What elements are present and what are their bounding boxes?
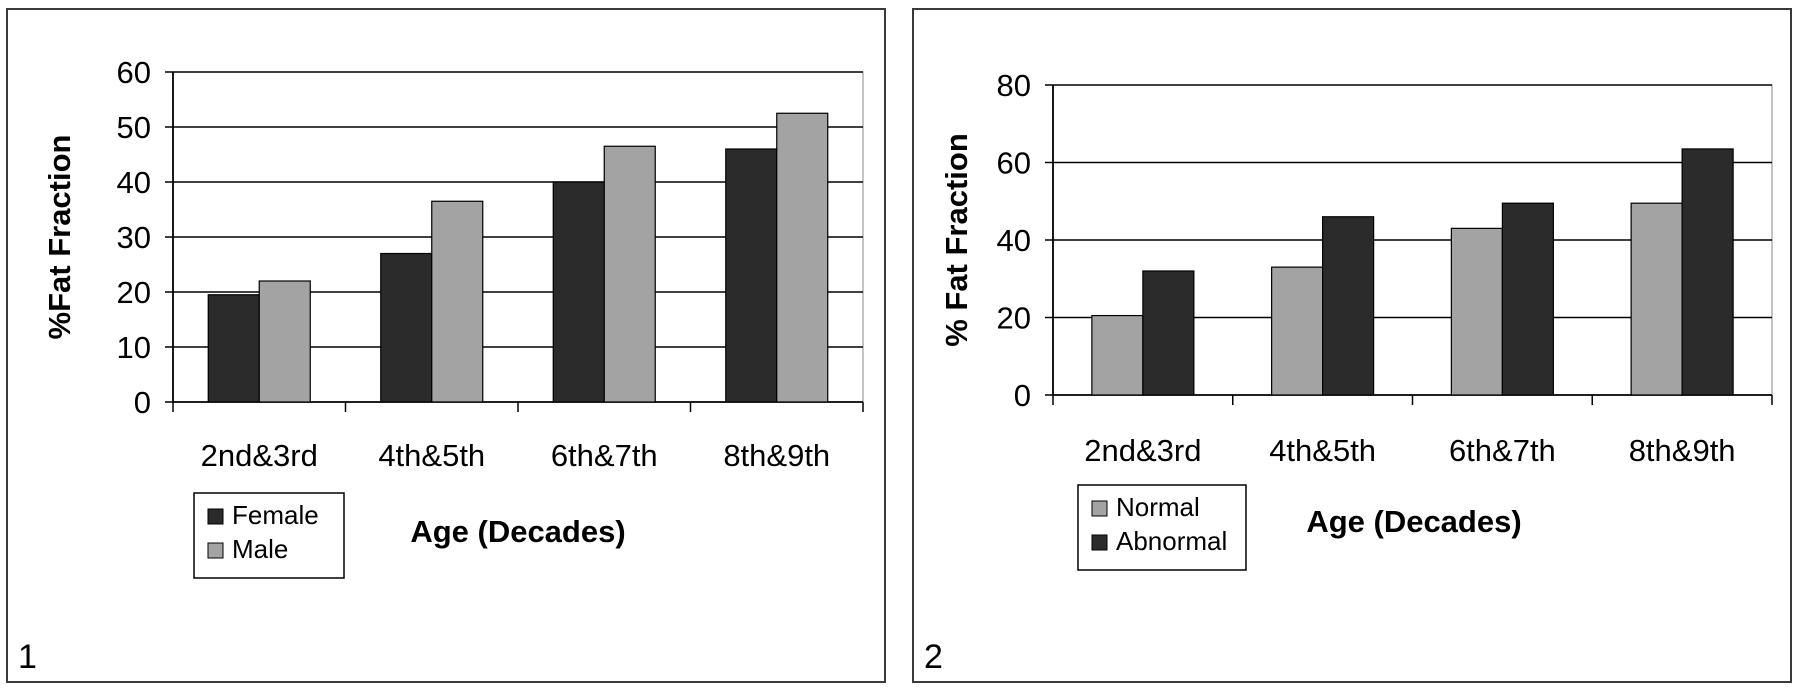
- bar-female-3: [552, 181, 605, 403]
- chart-1-svg: 0 10 20 30 40 50 60 2nd&3rd 4th&5th 6th&7th 8th&9t…: [42, 55, 864, 579]
- bar-normal-2: [1271, 266, 1324, 396]
- bar-normal-3: [1450, 227, 1503, 396]
- legend-label-female: Female: [232, 500, 319, 530]
- legend: Female Male: [193, 492, 345, 579]
- y-tick-label: 40: [997, 223, 1031, 258]
- chart-panel-1: 0 10 20 30 40 50 60 2nd&3rd 4th&5th 6th&7th 8th&9t…: [6, 8, 886, 683]
- y-tick-label: 40: [117, 165, 151, 200]
- x-category-label: 2nd&3rd: [1084, 433, 1201, 468]
- bar-male-2: [431, 200, 484, 403]
- x-category-label: 6th&7th: [551, 438, 658, 473]
- legend-label-normal: Normal: [1116, 492, 1200, 522]
- legend-swatch-female: [207, 508, 224, 525]
- panel-number-1: 1: [18, 638, 37, 676]
- x-category-label: 4th&5th: [1269, 433, 1376, 468]
- bar-female-1: [207, 294, 260, 403]
- legend-swatch-normal: [1091, 500, 1108, 517]
- bar-male-1: [258, 280, 311, 403]
- bar-abnormal-2: [1322, 216, 1375, 396]
- legend-box: [193, 492, 345, 579]
- x-category-label: 6th&7th: [1449, 433, 1556, 468]
- bar-abnormal-4: [1681, 148, 1734, 396]
- bar-male-4: [776, 112, 829, 403]
- legend-label-abnormal: Abnormal: [1116, 526, 1227, 556]
- y-tick-label: 0: [1014, 378, 1031, 413]
- x-category-label: 8th&9th: [723, 438, 830, 473]
- bar-abnormal-3: [1501, 202, 1554, 396]
- y-tick-label: 20: [997, 301, 1031, 336]
- x-category-label: 4th&5th: [378, 438, 485, 473]
- y-axis-title: %Fat Fraction: [42, 135, 77, 340]
- legend-label-male: Male: [232, 534, 288, 564]
- bar-female-4: [725, 148, 778, 403]
- bar-female-2: [380, 252, 433, 403]
- chart-2-svg: 0 20 40 60 80 2nd&3rd 4th&5th 6th&7th 8th&9th % F…: [939, 68, 1773, 571]
- bar-abnormal-1: [1142, 270, 1195, 396]
- legend: Normal Abnormal: [1077, 484, 1247, 571]
- y-tick-label: 0: [134, 385, 151, 420]
- y-tick-label: 60: [997, 146, 1031, 181]
- bar-normal-1: [1091, 314, 1144, 396]
- x-axis-title: Age (Decades): [1306, 504, 1521, 539]
- y-tick-label: 50: [117, 110, 151, 145]
- y-tick-label: 60: [117, 55, 151, 90]
- x-category-label: 8th&9th: [1629, 433, 1736, 468]
- bar-male-3: [603, 145, 656, 403]
- y-tick-label: 30: [117, 220, 151, 255]
- x-category-label: 2nd&3rd: [201, 438, 318, 473]
- legend-box: [1077, 484, 1247, 571]
- panel-number-2: 2: [924, 638, 943, 676]
- legend-swatch-abnormal: [1091, 534, 1108, 551]
- y-tick-label: 10: [117, 330, 151, 365]
- y-tick-label: 20: [117, 275, 151, 310]
- y-axis-title: % Fat Fraction: [939, 133, 974, 347]
- x-axis-title: Age (Decades): [410, 514, 625, 549]
- bar-normal-4: [1630, 202, 1683, 396]
- legend-swatch-male: [207, 542, 224, 559]
- y-tick-label: 80: [997, 68, 1031, 103]
- chart-panel-2: 0 20 40 60 80 2nd&3rd 4th&5th 6th&7th 8th&9th % F…: [912, 8, 1792, 683]
